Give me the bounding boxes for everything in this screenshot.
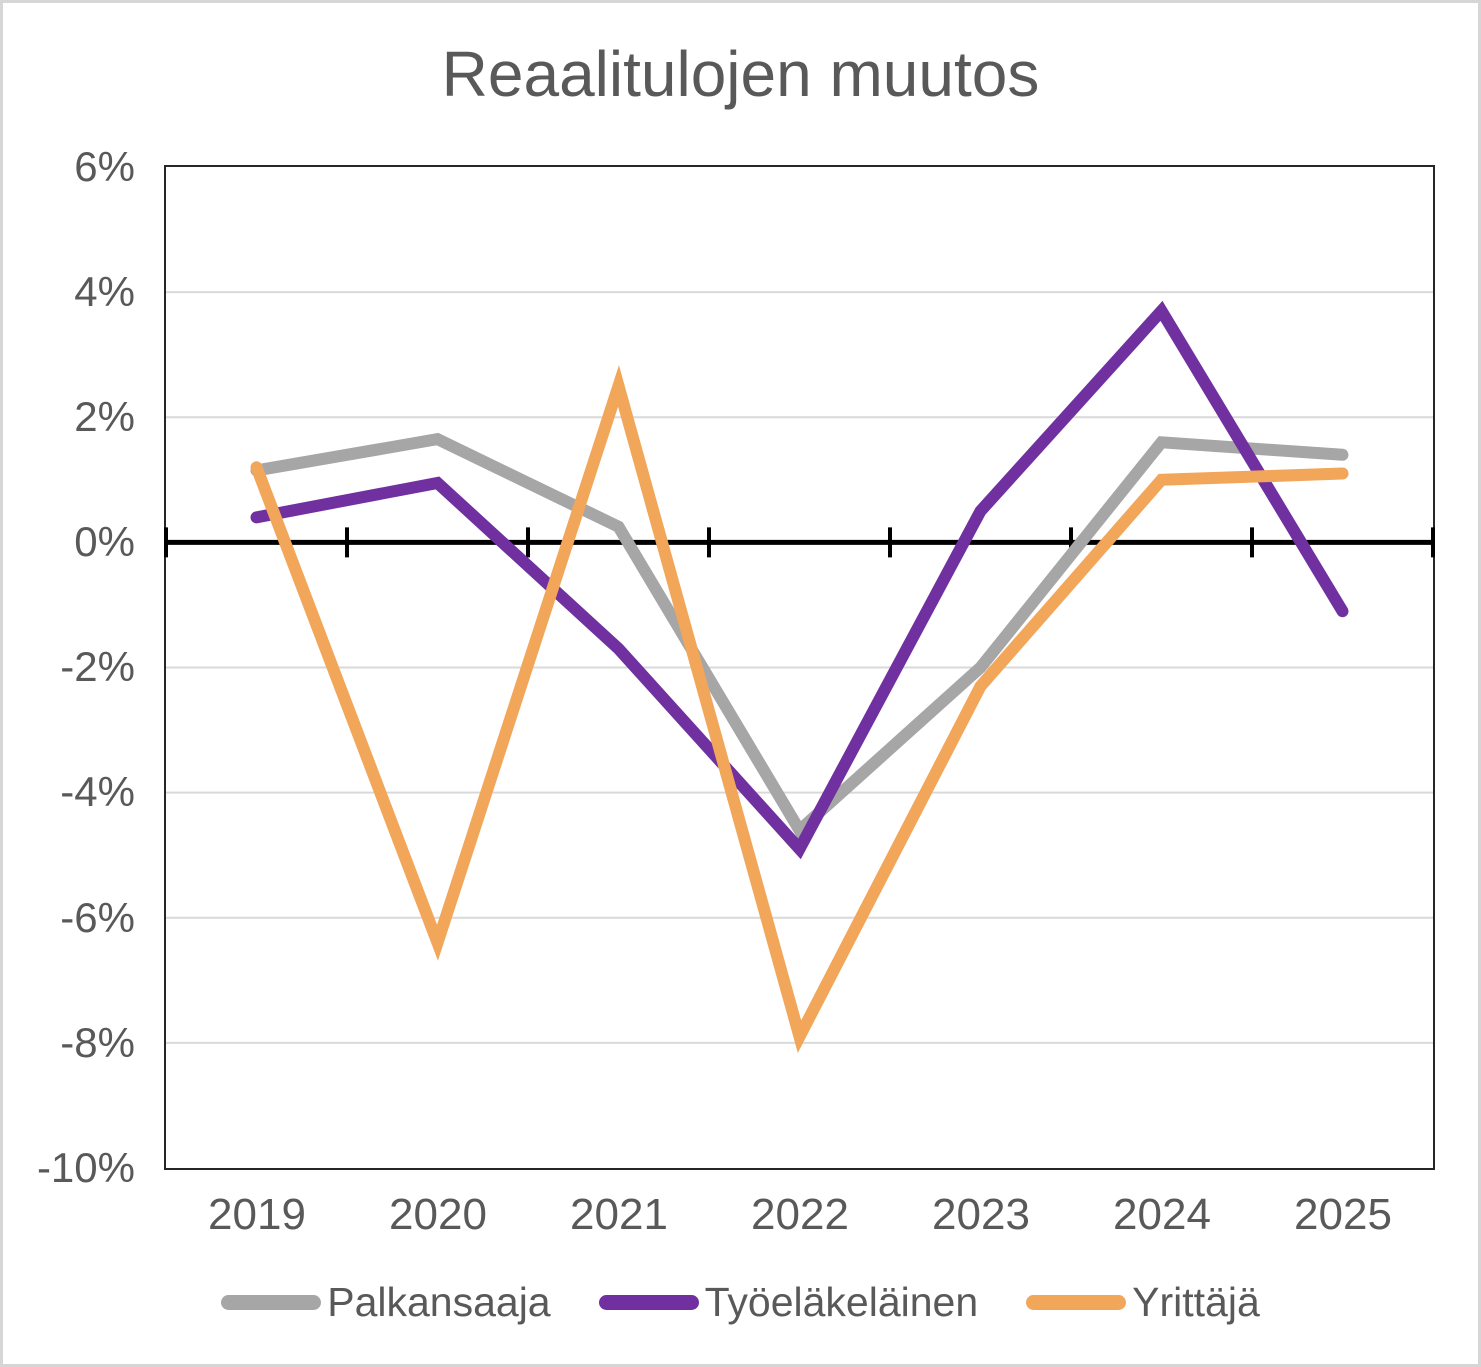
y-axis-tick-label: -10%: [36, 1144, 135, 1191]
x-axis-tick-label: 2025: [1294, 1190, 1392, 1239]
chart-title: Reaalitulojen muutos: [441, 38, 1040, 110]
x-axis-tick-label: 2022: [751, 1190, 849, 1239]
y-axis-tick-label: -6%: [60, 894, 135, 941]
y-axis-tick-label: 0%: [74, 518, 135, 565]
plot-area: [164, 165, 1435, 1170]
series-line-palkansaaja: [250, 432, 1349, 840]
x-axis-tick-label: 2023: [932, 1190, 1030, 1239]
x-axis-tick-label: 2019: [208, 1190, 306, 1239]
x-axis-tick-label: 2021: [570, 1190, 668, 1239]
y-axis-tick-label: 6%: [74, 143, 135, 190]
y-axis-tick-label: -2%: [60, 643, 135, 690]
legend-item-tyoelakelainen: Työeläkeläinen: [598, 1279, 979, 1326]
legend-label: Yrittäjä: [1132, 1279, 1260, 1325]
legend-swatch-yrittaja: [1026, 1295, 1127, 1310]
y-axis-tick-label: -8%: [60, 1019, 135, 1066]
legend-swatch-palkansaaja: [221, 1295, 322, 1310]
y-axis-tick-label: 4%: [74, 268, 135, 315]
line-chart: [164, 291, 1435, 1053]
legend: Palkansaaja Työeläkeläinen Yrittäjä: [3, 1279, 1478, 1326]
x-axis-tick-label: 2020: [389, 1190, 487, 1239]
series-line-työeläkeläinen: [250, 300, 1349, 860]
legend-item-yrittaja: Yrittäjä: [1026, 1279, 1260, 1326]
x-axis-tick-label: 2024: [1113, 1190, 1211, 1239]
legend-item-palkansaaja: Palkansaaja: [221, 1279, 551, 1326]
legend-swatch-tyoelakelainen: [598, 1295, 699, 1310]
legend-label: Työeläkeläinen: [704, 1279, 979, 1325]
legend-label: Palkansaaja: [327, 1279, 551, 1325]
series-line-yrittäjä: [250, 365, 1349, 1053]
y-axis-tick-label: -4%: [60, 768, 135, 815]
y-axis-tick-label: 2%: [74, 393, 135, 440]
